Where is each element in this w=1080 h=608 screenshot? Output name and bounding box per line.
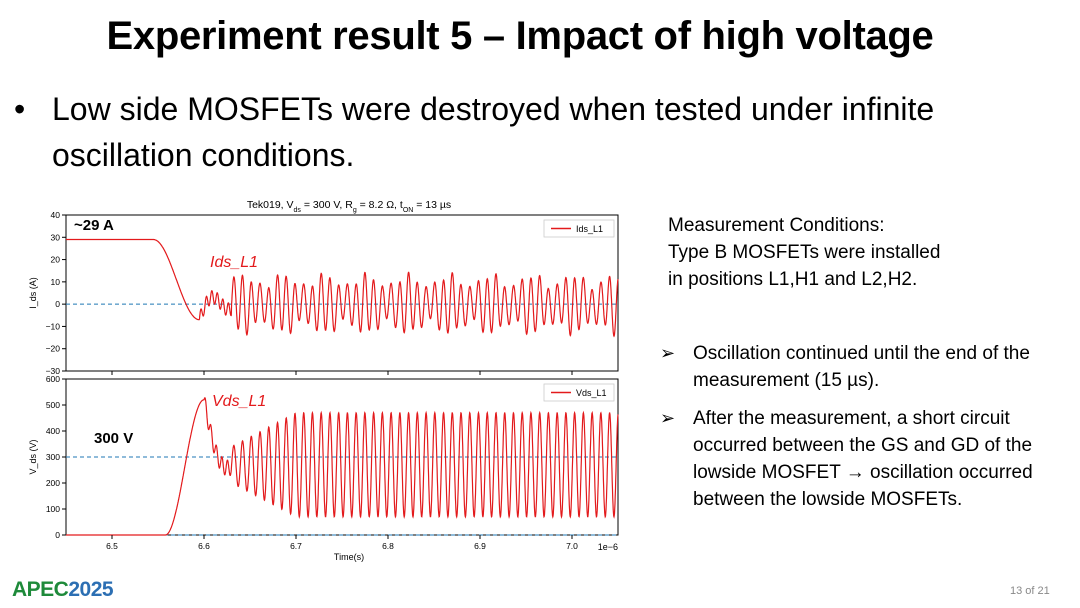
arrow-bullet-icon: ➢: [660, 408, 676, 428]
y-tick-label: 100: [46, 504, 60, 514]
current-annotation: ~29 A: [74, 217, 114, 234]
conditions-line-3: in positions L1,H1 and L2,H2.: [668, 269, 918, 290]
y-tick-label: 400: [46, 426, 60, 436]
observation-text: After the measurement, a short circuit o…: [693, 408, 1033, 510]
current-legend: Ids_L1: [543, 219, 615, 238]
chart-title: Tek019, Vds = 300 V, Rg = 8.2 Ω, tON = 1…: [247, 199, 451, 214]
arrow-bullet-icon: ➢: [660, 343, 676, 363]
vds-trace: [66, 397, 619, 536]
y-tick-label: 500: [46, 400, 60, 410]
conditions-line-1: Measurement Conditions:: [668, 215, 885, 236]
observation-text: Oscillation continued until the end of t…: [693, 343, 1030, 391]
logo-year: 2025: [68, 578, 114, 601]
conditions-line-2: Type B MOSFETs were installed: [668, 242, 941, 263]
apec-logo: APEC2025: [12, 578, 114, 602]
x-tick-label: 6.8: [382, 541, 394, 551]
observations-list: ➢ Oscillation continued until the end of…: [660, 340, 1070, 524]
y-tick-label: 30: [51, 232, 61, 242]
current-y-ticks: 40 30 20 10 0 −10 −20 −30: [46, 210, 66, 376]
y-tick-label: 200: [46, 478, 60, 488]
ids-trace: [66, 238, 619, 338]
y-tick-label: −20: [46, 344, 61, 354]
y-tick-label: 300: [46, 452, 60, 462]
measurement-conditions: Measurement Conditions: Type B MOSFETs w…: [668, 212, 1068, 293]
page-number: 13 of 21: [1010, 585, 1050, 597]
oscilloscope-chart: Tek019, Vds = 300 V, Rg = 8.2 Ω, tON = 1…: [28, 199, 619, 562]
observation-item: ➢ Oscillation continued until the end of…: [660, 340, 1070, 394]
voltage-y-label: V_ds (V): [28, 439, 38, 474]
current-y-label: I_ds (A): [28, 277, 38, 309]
x-axis-ticks: 6.5 6.6 6.7 6.8 6.9 7.0: [106, 371, 578, 551]
x-tick-label: 6.6: [198, 541, 210, 551]
svg-text:Ids_L1: Ids_L1: [576, 224, 603, 234]
y-tick-label: 600: [46, 374, 60, 384]
y-tick-label: 0: [55, 299, 60, 309]
vds-trace-label: Vds_L1: [212, 393, 266, 410]
y-tick-label: −10: [46, 321, 61, 331]
voltage-legend: Vds_L1: [543, 383, 615, 402]
y-tick-label: 10: [51, 277, 61, 287]
x-tick-label: 6.7: [290, 541, 302, 551]
x-axis-label: Time(s): [334, 552, 364, 562]
current-panel-frame: [65, 214, 619, 372]
x-tick-label: 6.5: [106, 541, 118, 551]
x-tick-label: 7.0: [566, 541, 578, 551]
voltage-y-ticks: 600 500 400 300 200 100 0: [46, 374, 66, 540]
ids-trace-label: Ids_L1: [210, 254, 258, 271]
x-tick-label: 6.9: [474, 541, 486, 551]
voltage-annotation: 300 V: [94, 430, 133, 447]
slide-title: Experiment result 5 – Impact of high vol…: [106, 14, 934, 58]
y-tick-label: 20: [51, 255, 61, 265]
x-axis-offset: 1e−6: [598, 542, 618, 552]
y-tick-label: −30: [46, 366, 61, 376]
bullet-text: Low side MOSFETs were destroyed when tes…: [52, 91, 935, 173]
y-tick-label: 40: [51, 210, 61, 220]
logo-apec: APEC: [12, 578, 69, 601]
y-tick-label: 0: [55, 530, 60, 540]
observation-item: ➢ After the measurement, a short circuit…: [660, 405, 1070, 513]
svg-text:Vds_L1: Vds_L1: [576, 388, 607, 398]
bullet-dot: •: [14, 91, 26, 127]
